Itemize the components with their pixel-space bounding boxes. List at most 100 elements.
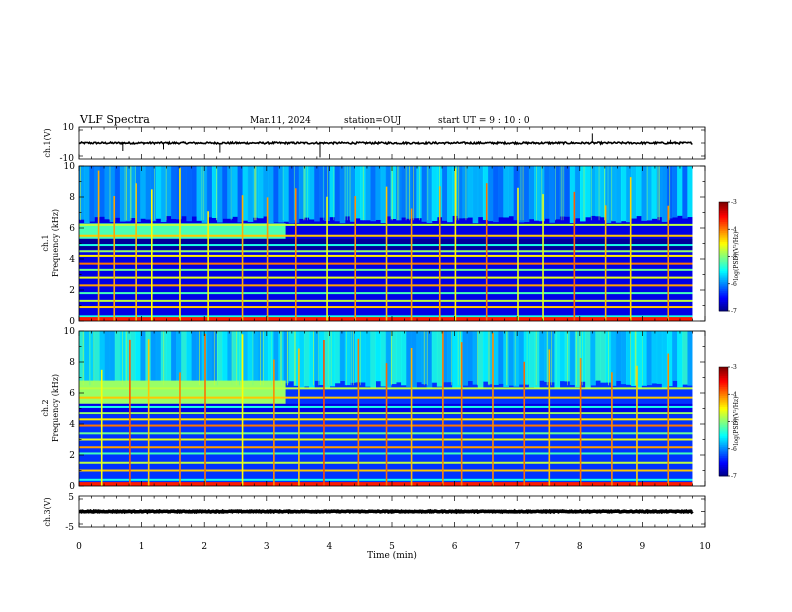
ch1-spec-streak [344,166,346,221]
ch1-spec-colorbar-cell [719,203,728,207]
ch1-spec-upper-band-cell [303,166,310,218]
ch1-spec-upper-band-cell [406,166,412,219]
ch2-spec-colorbar-cell [719,437,728,441]
date-label: Mar.11, 2024 [250,116,311,126]
ch3-panel: 5 -5 ch.3(V) [43,493,706,533]
x-axis-tick-labels: 0 1 2 3 4 5 6 7 8 9 10 [76,542,711,552]
ch2-spec-colorbar-cell [719,425,728,428]
ch2-spec-streak [231,331,233,386]
ch2-spec-streak [318,331,319,386]
ch1-spec-colorbar-cell [719,298,728,301]
ch1-spec-colorbar-cell [719,209,728,212]
ch1-spec-upper-band-cell [620,166,627,222]
ch1-spec-upper-band-cell [365,166,371,221]
ch1-spec-colorbar-cell [719,212,728,216]
ch2-spec-upper-band-cell [595,331,601,381]
ch1-spec-colorbar-cell [719,300,728,303]
ch1-spec-upper-band-cell [206,166,213,218]
ch2-spec-upper-band-cell [165,331,172,385]
ch1-spec-colorbar-cell [719,305,728,308]
ch1-spec-upper-band-cell [493,166,499,223]
ch2-spec-streak [252,331,254,386]
ch1-spec-upper-band-cell [319,166,325,218]
ch2-spec-colorbar-cell [719,388,728,392]
ch2-spec-upper-band-cell [411,331,417,388]
ch2-spec-colorbar-cell [719,428,728,431]
ch2-spec-upper-band-cell [626,331,632,385]
ch1-spec-colorbar-cell [719,225,728,228]
ch1-spec-upper-band-cell [160,166,167,223]
ch1-spec-ytick-label: 4 [69,255,75,265]
ch1-spec-upper-band-cell [79,166,85,220]
ch1-spec-colorbar-tick-label: -6 [731,281,737,288]
ch1-spec-burst [326,196,328,321]
ch1-spec-burst [113,196,116,321]
ch1-spec-colorbar-cell [719,307,728,310]
ch1-spec-colorbar-cell [719,303,728,306]
ch1-spec-burst [207,211,209,321]
ch2-spec-colorbar-cell [719,372,728,375]
ch2-spec-upper-band-cell [181,331,187,381]
ch1-spec-burst [542,194,544,321]
ch1-spec-upper-band-cell [580,166,586,222]
ch2-spec-streak [451,331,452,386]
ch1-spec-colorbar-cell [719,260,728,263]
ch2-spec-streak [608,331,609,386]
ch2-spec-upper-band-cell [109,331,116,385]
ch2-spec-colorbar-tick-label: -7 [731,473,737,480]
ch2-spec-colorbar-cell [719,383,728,386]
ch2-spec-streak [330,331,332,386]
ch2-spec-colorbar-tick-label: -3 [731,364,737,371]
ch1-spec-upper-band-cell [104,166,111,220]
ch1-spec-streak [590,166,592,221]
ch2-spec-ylabel-freq: Frequency (kHz) [51,374,60,442]
ch2-spec-colorbar-cell [719,474,728,477]
ch2-spec-colorbar-cell [719,406,728,410]
ch1-spec-upper-band-cell [176,166,182,220]
ch2-spec-upper-band-cell [104,331,111,385]
ch1-spectrogram-image [79,166,705,321]
ch1-trace [78,140,693,146]
ch1-spec-upper-band-cell [334,166,341,222]
ch1-spec-streak [392,166,393,221]
ch1-spec-upper-band-cell [641,166,647,221]
ch2-spec-upper-band-cell [273,331,279,388]
ch2-spec-upper-band-cell [329,331,336,387]
ch1-spec-upper-band-cell [196,166,203,221]
ch2-spec-colorbar-tick-label: -6 [731,446,737,453]
ch1-spec-colorbar-cell [719,245,728,248]
ch3-ylabel: ch.3(V) [43,497,52,526]
ch2-spec-upper-band-cell [94,331,100,386]
ch1-spec-streak [646,166,648,221]
ch1-spec-streak [124,166,126,221]
ch2-spec-colorbar-cell [719,454,728,457]
x-tick-label: 9 [640,542,646,552]
ch1-spec-streak [458,166,460,221]
ch1-spec-colorbar-cell [719,227,728,230]
ch1-spec-upper-band-cell [273,166,279,223]
ch1-spec-upper-band-cell [467,166,474,218]
ch2-spec-upper-band-cell [523,331,530,385]
ch2-spec-upper-band-cell [303,331,310,387]
ch2-spec-streak [287,331,288,386]
ch1-spec-colorbar-cell [719,285,728,288]
ch1-spec-streak [346,166,348,221]
ch2-spec-streak [262,331,264,386]
ch2-spec-upper-band-cell [171,331,177,386]
ch1-spec-streak [129,166,131,221]
ch2-spec-upper-band-cell [217,331,223,384]
ch2-spec-colorbar-cell [719,401,728,404]
ch2-spec-streak [459,331,461,386]
ch1-spec-colorbar-cell [719,252,728,256]
ch2-spec-colorbar-cell [719,379,728,382]
ch1-spec-upper-band-cell [165,166,172,217]
ch2-spec-upper-band-cell [135,331,141,383]
ch2-spec-upper-band-cell [268,331,274,385]
ch2-spec-ylabel: ch.2 [41,399,50,416]
ch1-spec-colorbar-cell [719,216,728,219]
ch2-spec-upper-band-cell [441,331,448,383]
ch2-spec-colorbar-cell [719,463,728,466]
ch1-spec-colorbar-cell [719,280,728,283]
ch2-spec-upper-band-cell [360,331,366,383]
ch1-spec-colorbar-cell [719,247,728,250]
